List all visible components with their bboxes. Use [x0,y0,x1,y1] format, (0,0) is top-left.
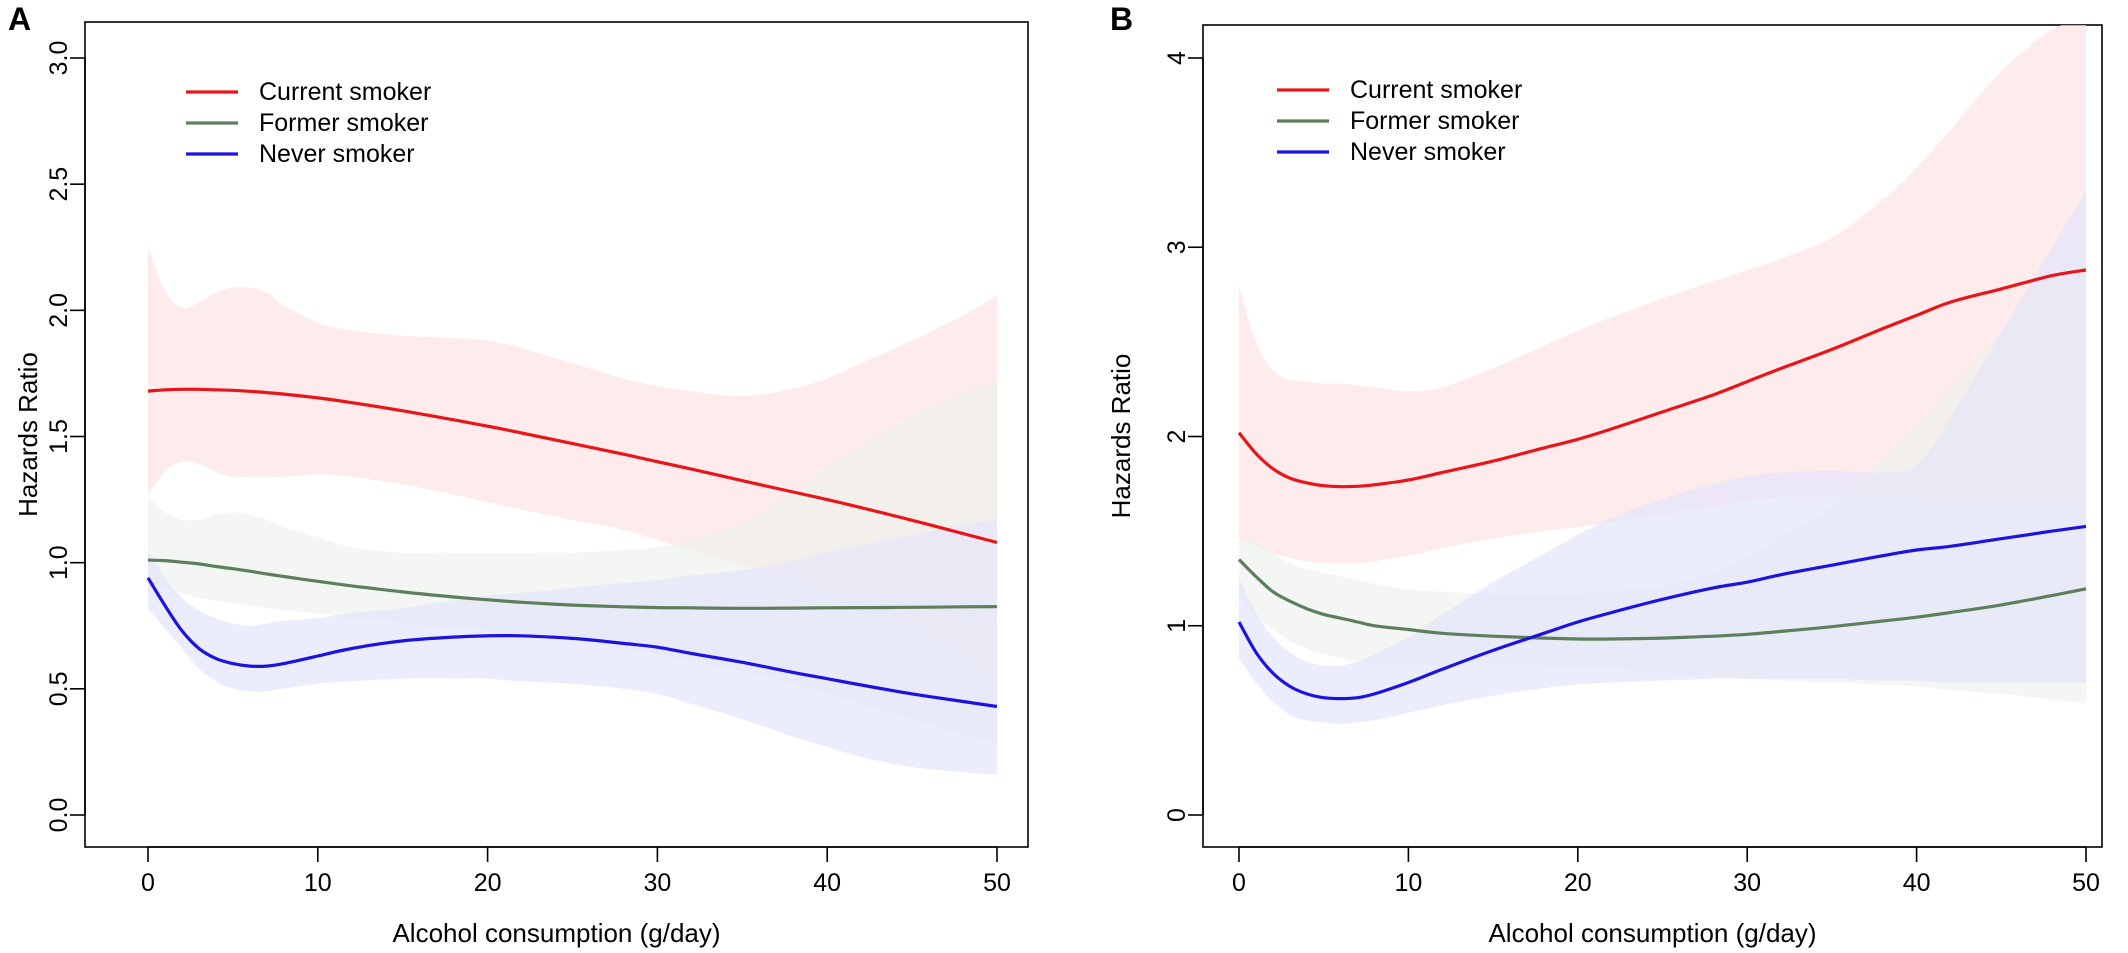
series-line [147,387,998,545]
y-tick-label: 0.0 [45,798,73,833]
panel-a: 0 10 20 30 40 50 0.0 0.5 1.0 1.5 2.0 2.5 3.0 A Alco… [8,1,1029,948]
y-tick-label: 2.5 [45,167,73,202]
confidence-band [1239,190,2086,725]
legend-label: Former smoker [1350,107,1519,135]
series-line [1237,558,2087,641]
series-line [1237,268,2087,489]
confidence-band [148,519,997,775]
panel-b: 0 10 20 30 40 50 0 1 2 3 4 B Alcohol consumption … [1106,1,2103,948]
x-tick-label: 0 [1232,869,1246,897]
x-tick-label: 50 [983,869,1011,897]
series-line [146,576,998,709]
x-tick-label: 20 [1564,869,1592,897]
y-tick-label: 1 [1163,619,1191,633]
x-tick-label: 0 [141,869,155,897]
series-lines [146,387,998,709]
x-tick-label: 20 [474,869,502,897]
y-tick-label: 1.0 [45,545,73,580]
x-axis: 0 10 20 30 40 50 [1232,846,2100,897]
legend-label: Former smoker [259,109,428,137]
y-tick-label: 1.5 [45,419,73,454]
y-tick-label: 2.0 [45,293,73,328]
y-axis-title: Hazards Ratio [13,352,43,517]
series-line [1237,524,2087,701]
x-tick-label: 10 [1394,869,1422,897]
y-tick-label: 2 [1163,430,1191,444]
legend-label: Never smoker [1350,138,1506,166]
legend-label: Never smoker [259,140,415,168]
y-axis-title: Hazards Ratio [1106,354,1136,519]
legend: Current smoker Former smoker Never smoker [1277,76,1522,166]
legend-label: Current smoker [259,78,431,106]
y-tick-label: 4 [1163,51,1191,65]
series-line [147,558,998,610]
x-tick-label: 10 [304,869,332,897]
legend-label: Current smoker [1350,76,1522,104]
x-tick-label: 30 [643,869,671,897]
y-tick-label: 3.0 [45,41,73,76]
x-axis: 0 10 20 30 40 50 [141,846,1011,897]
x-tick-label: 30 [1733,869,1761,897]
x-axis-title: Alcohol consumption (g/day) [392,918,720,948]
y-axis: 0 1 2 3 4 [1163,51,1204,822]
confidence-bands [1239,25,2086,725]
x-tick-label: 40 [813,869,841,897]
y-tick-label: 0 [1163,808,1191,822]
series-lines [1237,268,2087,701]
y-tick-label: 3 [1163,240,1191,254]
x-axis-title: Alcohol consumption (g/day) [1488,918,1816,948]
confidence-bands [148,247,997,775]
x-tick-label: 50 [2072,869,2100,897]
x-tick-label: 40 [1903,869,1931,897]
panel-letter: B [1110,1,1133,37]
confidence-band [1239,25,2086,564]
panel-letter: A [8,1,31,37]
legend: Current smoker Former smoker Never smoker [186,78,431,168]
y-axis: 0.0 0.5 1.0 1.5 2.0 2.5 3.0 [45,41,86,833]
y-tick-label: 0.5 [45,671,73,706]
